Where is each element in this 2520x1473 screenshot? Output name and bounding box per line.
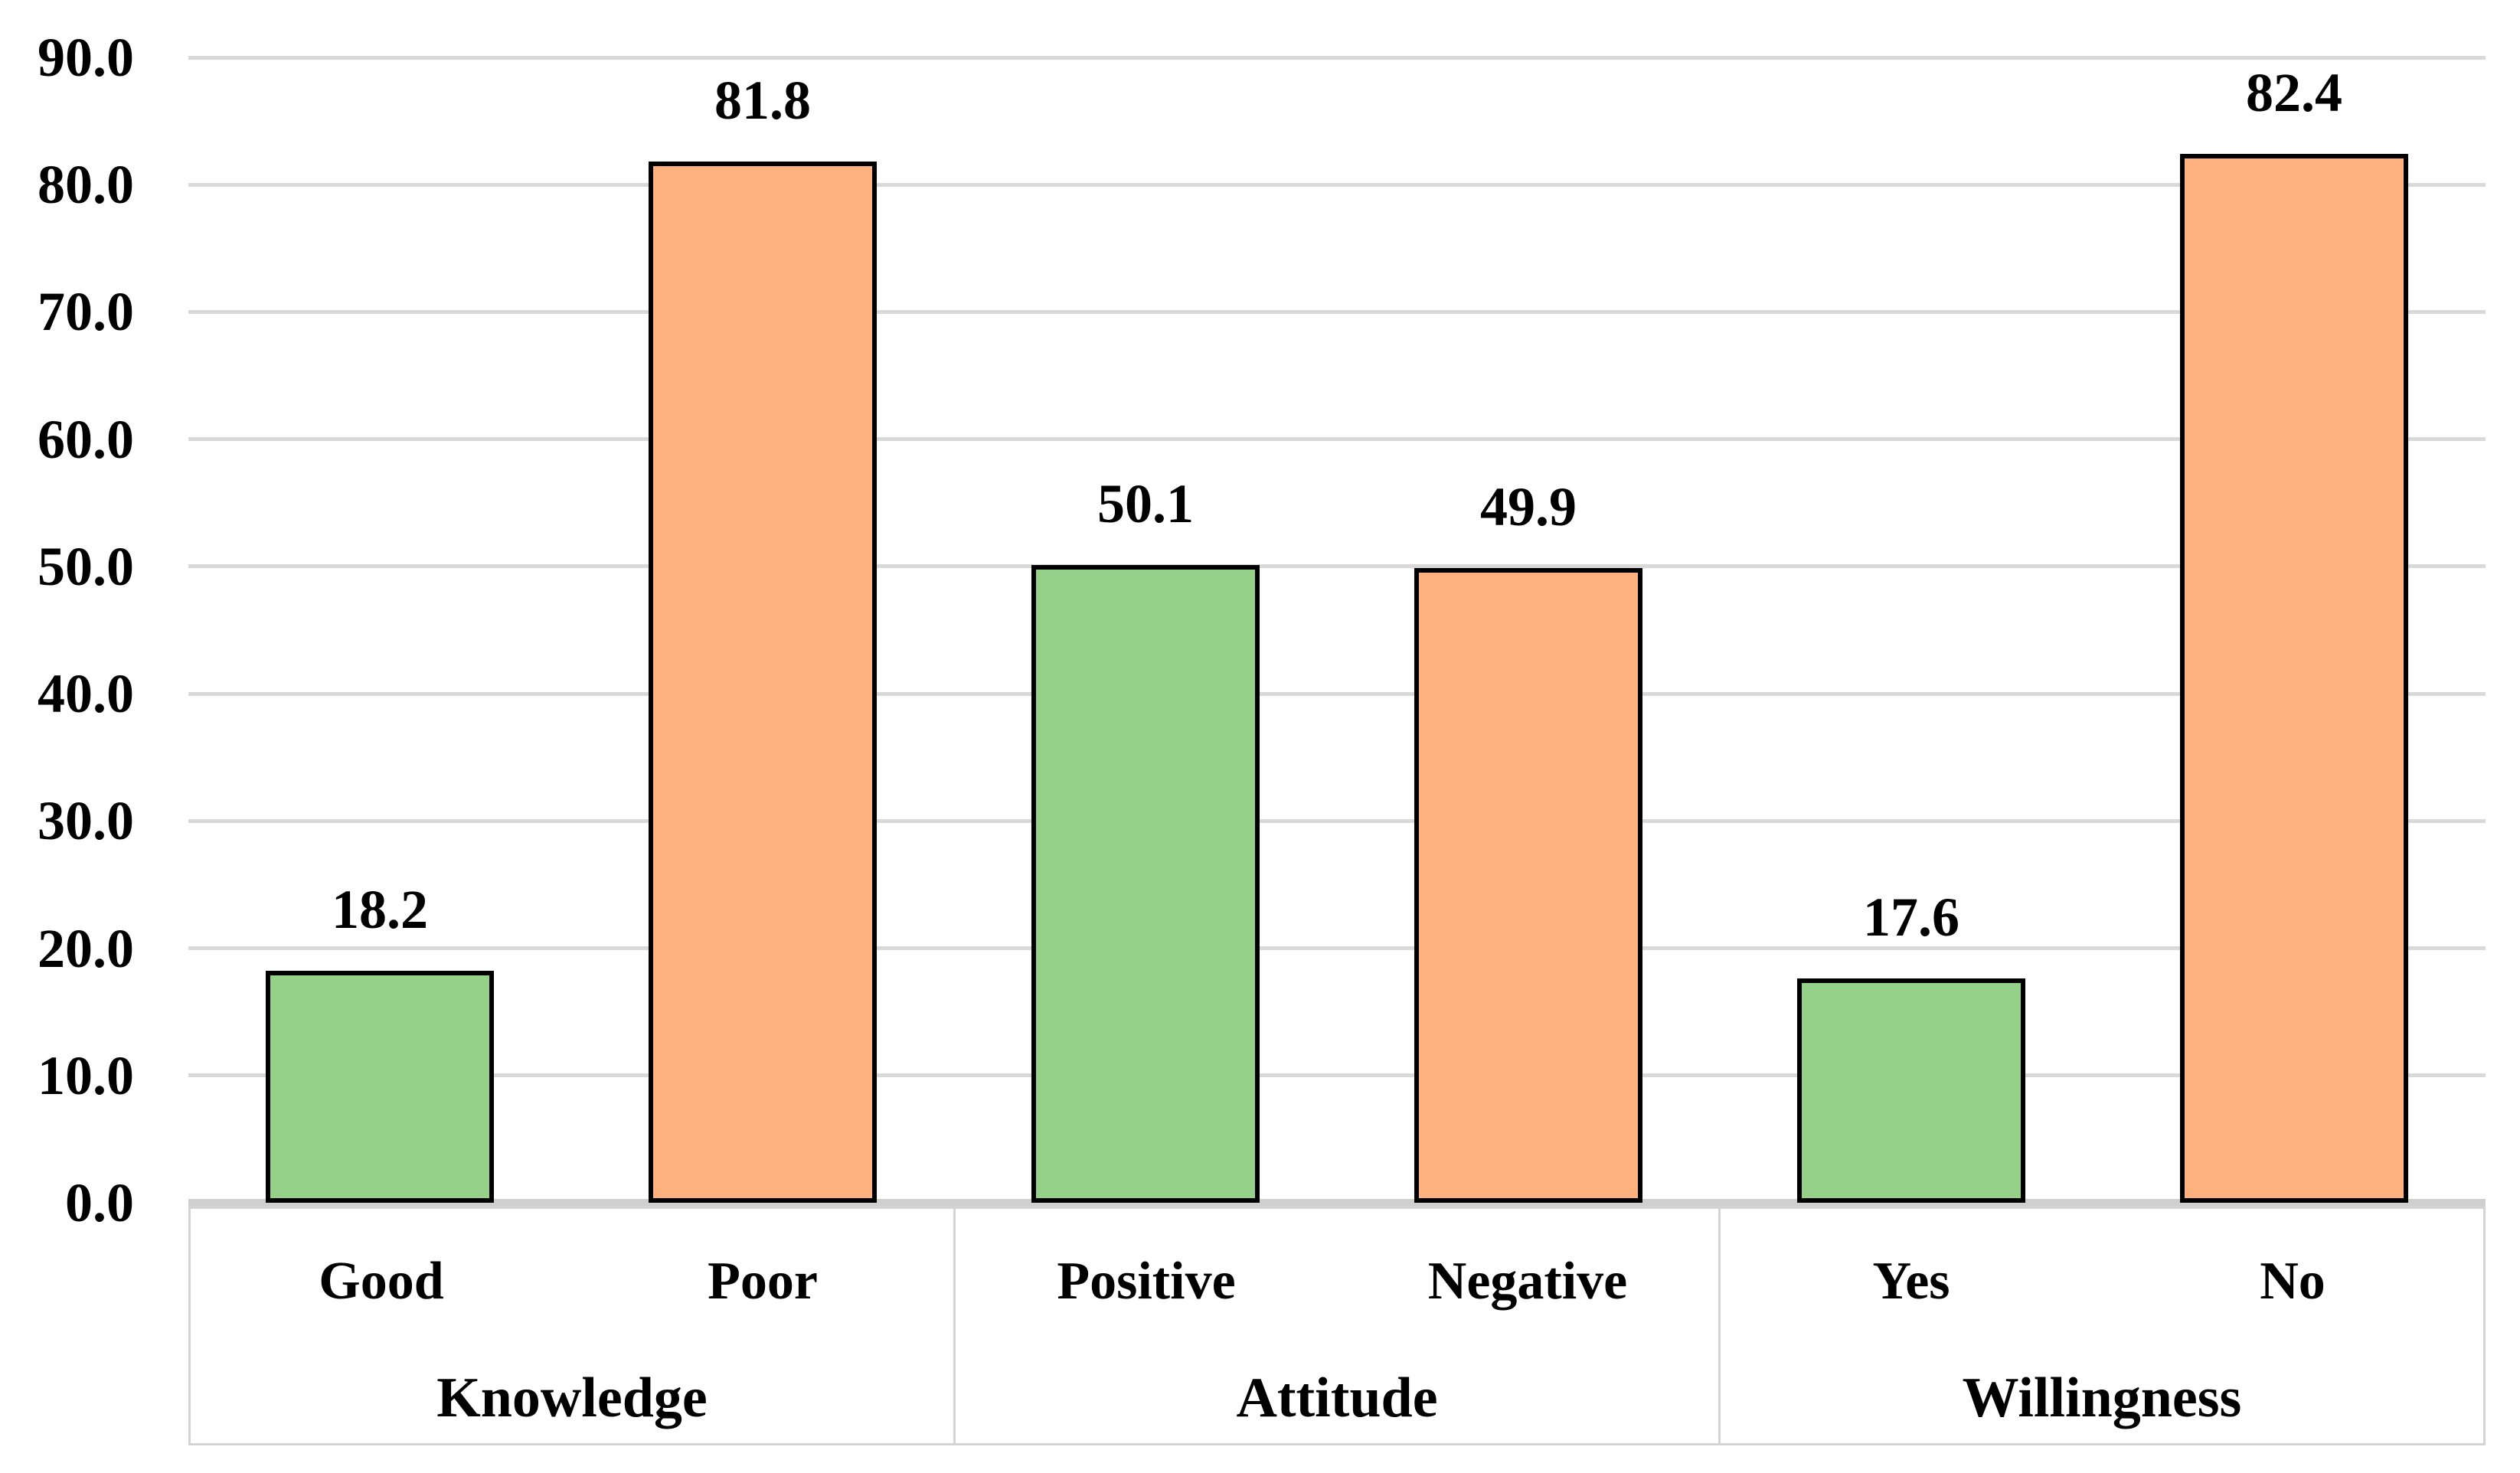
axis-subcategory-row-attitude: Positive Negative	[956, 1209, 1718, 1354]
axis-label-poor: Poor	[708, 1251, 818, 1311]
axis-label-good: Good	[319, 1251, 444, 1311]
bar-no	[2180, 154, 2408, 1203]
y-axis-tick-label-30.0: 30.0	[38, 790, 134, 852]
axis-group-knowledge: Good Poor Knowledge	[191, 1209, 956, 1443]
axis-subcategory-row-knowledge: Good Poor	[191, 1209, 953, 1354]
gridline-40	[188, 691, 2486, 696]
axis-group-label-knowledge: Knowledge	[436, 1367, 708, 1430]
axis-label-positive: Positive	[1057, 1251, 1236, 1311]
x-axis-line	[188, 1199, 2486, 1207]
gridline-90	[188, 55, 2486, 60]
data-label-positive: 50.1	[1097, 473, 1194, 535]
y-axis-tick-label-60.0: 60.0	[38, 408, 134, 470]
data-label-no: 82.4	[2246, 62, 2342, 124]
axis-group-label-attitude: Attitude	[1236, 1367, 1438, 1430]
bar-good	[266, 971, 494, 1203]
gridline-30	[188, 818, 2486, 823]
bar-negative	[1414, 567, 1642, 1203]
gridline-60	[188, 437, 2486, 442]
y-axis-tick-label-20.0: 20.0	[38, 917, 134, 979]
y-axis-tick-label-80.0: 80.0	[38, 154, 134, 216]
axis-label-yes: Yes	[1872, 1251, 1950, 1311]
data-label-yes: 17.6	[1863, 887, 1959, 949]
data-label-negative: 49.9	[1480, 475, 1577, 537]
gridline-50	[188, 564, 2486, 569]
axis-label-no: No	[2260, 1251, 2326, 1311]
bar-poor	[649, 162, 877, 1203]
y-axis-tick-label-70.0: 70.0	[38, 281, 134, 343]
category-axis-label-box: Good Poor Knowledge Positive Negative Attitud…	[188, 1207, 2486, 1445]
gridline-70	[188, 309, 2486, 314]
axis-subcategory-row-willingness: Yes No	[1721, 1209, 2483, 1354]
gridline-20	[188, 946, 2486, 951]
axis-group-label-willingness: Willingness	[1962, 1367, 2242, 1430]
y-axis-tick-label-0.0: 0.0	[65, 1172, 134, 1233]
data-label-good: 18.2	[332, 879, 428, 941]
y-axis-tick-label-50.0: 50.0	[38, 535, 134, 597]
y-axis-tick-label-90.0: 90.0	[38, 27, 134, 88]
bar-yes	[1797, 978, 2025, 1203]
gridline-80	[188, 182, 2486, 187]
y-axis-tick-label-10.0: 10.0	[38, 1044, 134, 1106]
y-axis-tick-label-40.0: 40.0	[38, 663, 134, 725]
bar-positive	[1031, 565, 1260, 1203]
axis-label-negative: Negative	[1427, 1251, 1628, 1311]
axis-group-attitude: Positive Negative Attitude	[956, 1209, 1721, 1443]
data-label-poor: 81.8	[714, 70, 811, 132]
gridline-10	[188, 1073, 2486, 1078]
axis-group-willingness: Yes No Willingness	[1721, 1209, 2483, 1443]
